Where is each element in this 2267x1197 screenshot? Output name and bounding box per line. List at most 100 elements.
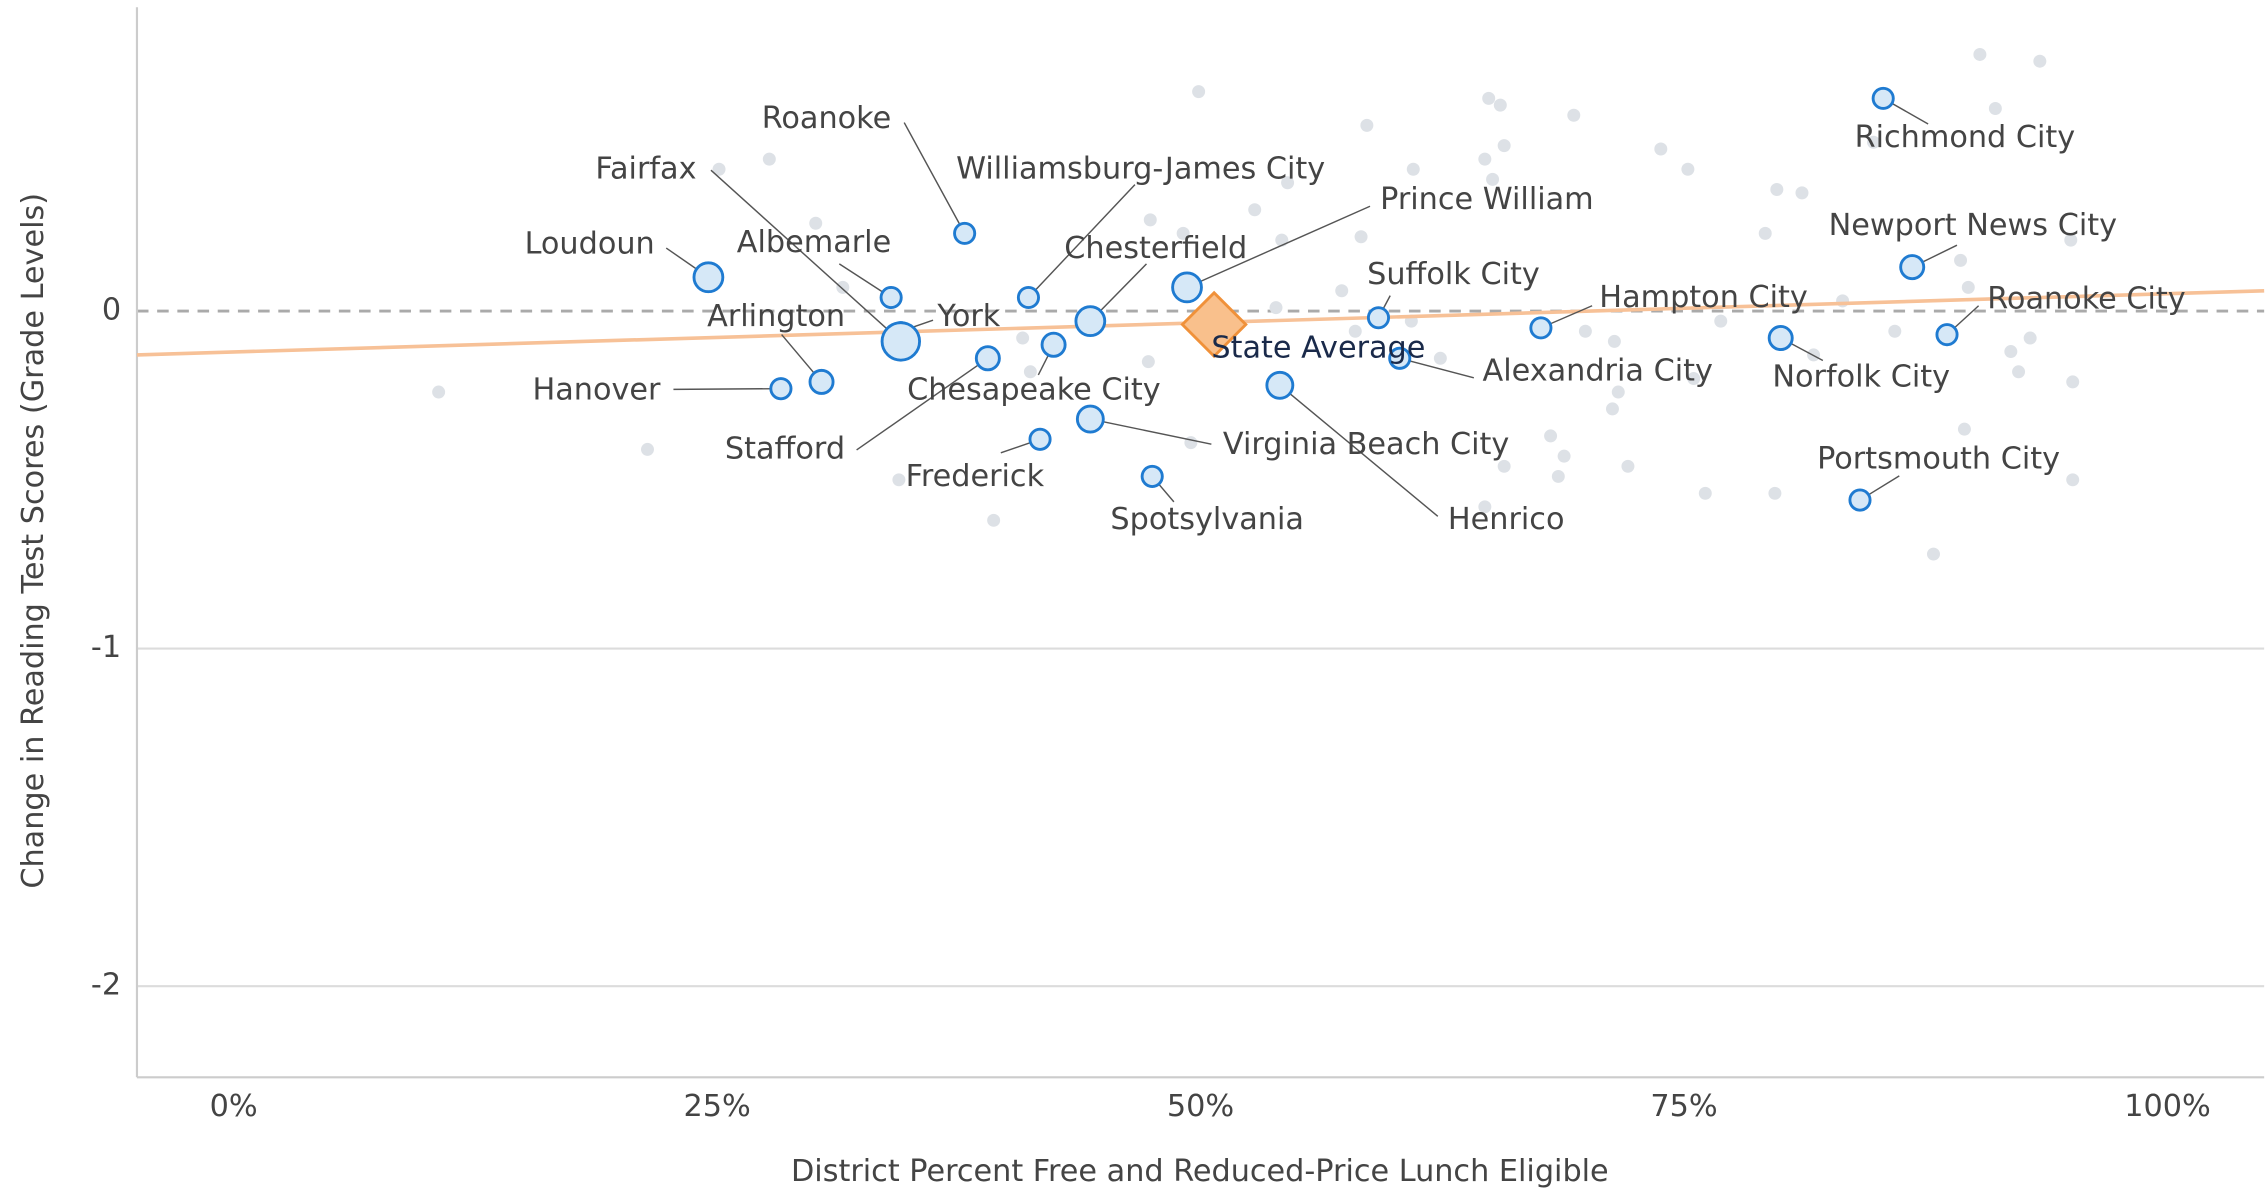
background-point <box>1143 213 1157 227</box>
district-point <box>1529 316 1553 340</box>
district-point <box>879 285 903 310</box>
district-point <box>1016 285 1040 310</box>
district-point <box>880 321 922 362</box>
district-label: Portsmouth City <box>1817 442 2060 477</box>
background-point <box>1478 152 1492 166</box>
district-point <box>1935 323 1959 347</box>
background-point <box>1654 142 1668 156</box>
background-point <box>836 280 850 294</box>
district-label: Loudoun <box>525 227 655 262</box>
district-label: Newport News City <box>1829 208 2117 243</box>
district-point <box>692 261 725 294</box>
district-label: Hanover <box>532 372 661 407</box>
district-point <box>1140 464 1164 488</box>
district-label: Richmond City <box>1855 120 2076 155</box>
background-point <box>1867 135 1881 149</box>
district-label: Chesterfield <box>1064 231 1247 266</box>
district-point <box>1871 86 1895 110</box>
background-point <box>1433 351 1447 365</box>
district-point <box>953 221 977 245</box>
district-point <box>769 377 793 401</box>
district-point <box>808 368 835 395</box>
district-point <box>1075 404 1105 434</box>
background-point <box>712 162 726 176</box>
leader-line <box>710 169 902 342</box>
background-point <box>1551 469 1565 483</box>
leader-line <box>1399 357 1475 379</box>
background-point <box>1607 334 1621 348</box>
district-label: Henrico <box>1448 502 1565 537</box>
background-point <box>1698 486 1712 500</box>
state-average-label: State Average <box>1211 331 1425 366</box>
background-point <box>1567 108 1581 122</box>
background-point <box>1961 280 1975 294</box>
background-point <box>892 473 906 487</box>
district-point <box>1899 254 1926 281</box>
leader-line <box>1027 184 1136 299</box>
background-point <box>1687 372 1701 386</box>
y-tick-label: -2 <box>91 968 121 1003</box>
background-point <box>640 442 654 456</box>
background-point <box>1681 162 1695 176</box>
district-label: Williamsburg-James City <box>956 152 1325 187</box>
background-point <box>1486 172 1500 186</box>
district-point <box>1388 346 1412 370</box>
background-point <box>809 216 823 230</box>
background-point <box>1023 365 1037 379</box>
background-point <box>1795 186 1809 200</box>
background-point <box>2004 345 2018 359</box>
background-point <box>1141 355 1155 369</box>
leader-line <box>673 387 781 391</box>
leader-line <box>903 122 966 234</box>
background-point <box>2012 365 2026 379</box>
district-point <box>1366 306 1391 330</box>
background-point <box>2066 375 2080 389</box>
background-point <box>2023 331 2037 345</box>
district-label: Alexandria City <box>1483 354 1713 389</box>
district-label: Arlington <box>707 299 845 334</box>
district-point <box>1074 305 1107 338</box>
district-label: Roanoke <box>762 101 892 136</box>
x-tick-label: 100% <box>2124 1089 2211 1124</box>
background-point <box>1768 486 1782 500</box>
background-point <box>1192 85 1206 99</box>
district-point <box>1028 427 1052 451</box>
background-point <box>1758 226 1772 240</box>
district-point <box>1040 331 1067 358</box>
background-point <box>1482 91 1496 105</box>
background-point <box>762 152 776 166</box>
background-point <box>1497 139 1511 153</box>
leader-line <box>1186 205 1371 289</box>
background-point <box>1281 176 1295 190</box>
district-point <box>974 345 1001 372</box>
x-tick-label: 25% <box>683 1089 750 1124</box>
y-tick-label: 0 <box>102 293 121 328</box>
district-label: Norfolk City <box>1772 359 1950 394</box>
background-point <box>1248 203 1262 217</box>
background-point <box>987 513 1001 527</box>
background-point <box>1348 324 1362 338</box>
leader-line <box>1279 384 1439 517</box>
district-point <box>1767 325 1794 352</box>
background-point <box>1578 324 1592 338</box>
background-point <box>1954 253 1968 267</box>
background-point <box>1714 314 1728 328</box>
background-point <box>1605 402 1619 416</box>
x-tick-label: 50% <box>1167 1089 1234 1124</box>
background-point <box>1335 284 1349 298</box>
district-label: Suffolk City <box>1367 257 1540 292</box>
background-point <box>1544 429 1558 443</box>
district-label: Spotsylvania <box>1110 502 1304 537</box>
x-tick-label: 0% <box>210 1089 258 1124</box>
district-label: Chesapeake City <box>907 372 1161 407</box>
background-point <box>1611 385 1625 399</box>
background-point <box>2033 54 2047 68</box>
leader-line <box>1090 418 1212 445</box>
district-label: Roanoke City <box>1987 281 2186 316</box>
background-point <box>1493 98 1507 112</box>
district-label: Frederick <box>906 459 1045 494</box>
background-point <box>1957 422 1971 436</box>
background-point <box>1360 118 1374 132</box>
background-point <box>1176 226 1190 240</box>
